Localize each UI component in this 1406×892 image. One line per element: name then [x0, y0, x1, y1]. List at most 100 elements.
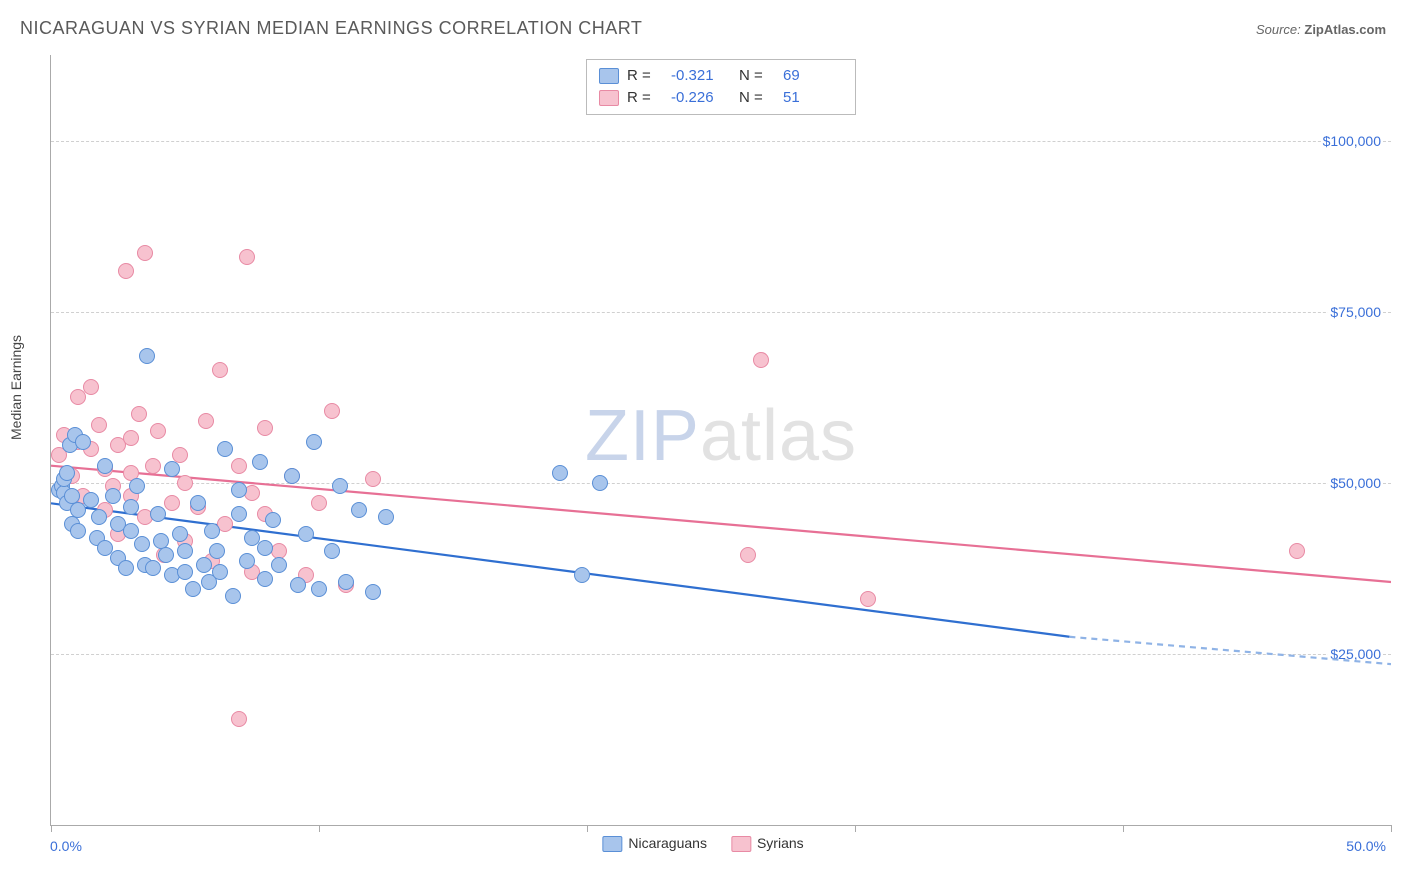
legend-n-label: N =	[739, 65, 775, 87]
legend-r-value: -0.321	[671, 65, 731, 87]
scatter-point-nicaraguans	[252, 454, 268, 470]
scatter-point-nicaraguans	[265, 512, 281, 528]
legend-r-value: -0.226	[671, 87, 731, 109]
scatter-point-syrians	[753, 352, 769, 368]
x-tick	[855, 825, 856, 832]
scatter-point-syrians	[740, 547, 756, 563]
scatter-point-syrians	[123, 430, 139, 446]
scatter-point-syrians	[860, 591, 876, 607]
y-tick-label: $75,000	[1328, 304, 1383, 320]
scatter-point-nicaraguans	[177, 543, 193, 559]
scatter-point-syrians	[198, 413, 214, 429]
scatter-point-syrians	[212, 362, 228, 378]
x-tick	[1391, 825, 1392, 832]
scatter-point-nicaraguans	[217, 441, 233, 457]
watermark-atlas: atlas	[700, 396, 857, 476]
scatter-point-syrians	[324, 403, 340, 419]
gridline	[51, 654, 1391, 655]
scatter-point-nicaraguans	[83, 492, 99, 508]
scatter-point-nicaraguans	[257, 571, 273, 587]
scatter-point-syrians	[231, 458, 247, 474]
scatter-point-nicaraguans	[257, 540, 273, 556]
legend-n-value: 69	[783, 65, 843, 87]
gridline	[51, 312, 1391, 313]
legend-series: Nicaraguans Syrians	[602, 835, 803, 852]
scatter-point-nicaraguans	[290, 577, 306, 593]
legend-n-value: 51	[783, 87, 843, 109]
legend-n-label: N =	[739, 87, 775, 109]
source-name: ZipAtlas.com	[1304, 22, 1386, 37]
scatter-point-syrians	[1289, 543, 1305, 559]
scatter-point-syrians	[118, 263, 134, 279]
scatter-point-syrians	[145, 458, 161, 474]
trend-lines	[51, 55, 1391, 825]
scatter-point-nicaraguans	[212, 564, 228, 580]
scatter-point-nicaraguans	[75, 434, 91, 450]
scatter-point-syrians	[177, 475, 193, 491]
scatter-point-nicaraguans	[324, 543, 340, 559]
scatter-point-nicaraguans	[129, 478, 145, 494]
scatter-point-syrians	[239, 249, 255, 265]
scatter-point-syrians	[83, 379, 99, 395]
scatter-point-syrians	[365, 471, 381, 487]
scatter-point-nicaraguans	[271, 557, 287, 573]
scatter-point-nicaraguans	[190, 495, 206, 511]
scatter-point-nicaraguans	[105, 488, 121, 504]
scatter-point-nicaraguans	[172, 526, 188, 542]
legend-series-label: Nicaraguans	[628, 835, 707, 851]
scatter-point-syrians	[131, 406, 147, 422]
scatter-point-nicaraguans	[196, 557, 212, 573]
scatter-point-nicaraguans	[225, 588, 241, 604]
x-tick	[1123, 825, 1124, 832]
legend-swatch	[599, 68, 619, 84]
scatter-point-nicaraguans	[123, 499, 139, 515]
gridline	[51, 141, 1391, 142]
scatter-point-nicaraguans	[284, 468, 300, 484]
legend-series-item: Nicaraguans	[602, 835, 707, 852]
scatter-point-nicaraguans	[145, 560, 161, 576]
legend-series-label: Syrians	[757, 835, 804, 851]
legend-r-label: R =	[627, 87, 663, 109]
legend-swatch	[599, 90, 619, 106]
scatter-point-nicaraguans	[306, 434, 322, 450]
scatter-point-nicaraguans	[552, 465, 568, 481]
x-tick	[51, 825, 52, 832]
scatter-point-nicaraguans	[150, 506, 166, 522]
scatter-point-syrians	[91, 417, 107, 433]
scatter-point-syrians	[137, 245, 153, 261]
legend-swatch	[602, 836, 622, 852]
chart-plot-area: ZIPatlas R =-0.321N =69R =-0.226N =51 $2…	[50, 55, 1391, 826]
scatter-point-nicaraguans	[239, 553, 255, 569]
legend-series-item: Syrians	[731, 835, 804, 852]
scatter-point-nicaraguans	[298, 526, 314, 542]
scatter-point-nicaraguans	[164, 461, 180, 477]
scatter-point-nicaraguans	[209, 543, 225, 559]
chart-title: NICARAGUAN VS SYRIAN MEDIAN EARNINGS COR…	[20, 18, 642, 39]
scatter-point-nicaraguans	[118, 560, 134, 576]
scatter-point-nicaraguans	[204, 523, 220, 539]
legend-correlation-box: R = -0.321 N = 69 R = -0.226 N = 51	[586, 59, 856, 115]
legend-correlation-row: R = -0.321 N = 69	[599, 65, 843, 87]
watermark-zip: ZIP	[585, 396, 700, 476]
legend-r-label: R =	[627, 65, 663, 87]
scatter-point-nicaraguans	[231, 482, 247, 498]
y-tick-label: $50,000	[1328, 475, 1383, 491]
scatter-point-nicaraguans	[91, 509, 107, 525]
scatter-point-nicaraguans	[351, 502, 367, 518]
x-axis-min-label: 0.0%	[50, 838, 82, 854]
scatter-point-nicaraguans	[231, 506, 247, 522]
scatter-point-syrians	[311, 495, 327, 511]
x-axis-max-label: 50.0%	[1346, 838, 1386, 854]
scatter-point-nicaraguans	[70, 502, 86, 518]
legend-correlation-row: R = -0.226 N = 51	[599, 87, 843, 109]
legend-swatch	[731, 836, 751, 852]
scatter-point-syrians	[150, 423, 166, 439]
y-axis-title: Median Earnings	[8, 335, 24, 440]
scatter-point-nicaraguans	[185, 581, 201, 597]
scatter-point-nicaraguans	[378, 509, 394, 525]
scatter-point-nicaraguans	[134, 536, 150, 552]
watermark: ZIPatlas	[585, 395, 857, 477]
scatter-point-nicaraguans	[139, 348, 155, 364]
scatter-point-nicaraguans	[70, 523, 86, 539]
scatter-point-syrians	[257, 420, 273, 436]
